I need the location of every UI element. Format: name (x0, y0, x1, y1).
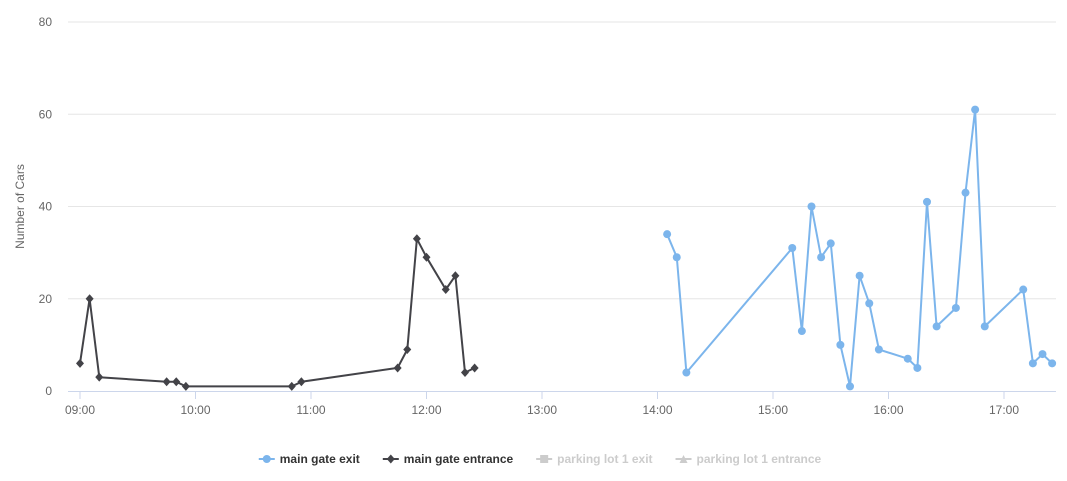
legend[interactable]: main gate exit main gate entrance parking … (258, 452, 822, 466)
data-point (846, 382, 854, 391)
data-point (1019, 285, 1028, 294)
data-point (836, 340, 845, 349)
legend-label: parking lot 1 exit (557, 452, 652, 466)
data-point (932, 322, 941, 331)
y-tick-label: 20 (39, 292, 53, 306)
data-point (451, 271, 460, 281)
data-point (913, 363, 922, 372)
x-tick-label: 10:00 (180, 403, 210, 417)
y-tick-label: 40 (39, 200, 53, 214)
y-axis-ticks: 0 20 40 60 80 (39, 15, 53, 398)
data-point (961, 188, 970, 197)
legend-marker-symbol (679, 455, 688, 463)
legend-item-main-gate-exit[interactable]: main gate exit (258, 452, 360, 466)
data-point (461, 368, 469, 378)
data-point (422, 252, 431, 262)
data-point (297, 377, 306, 387)
data-point (663, 230, 672, 239)
data-point (1038, 350, 1047, 359)
legend-label: parking lot 1 entrance (697, 452, 822, 466)
data-point (181, 381, 190, 391)
series-line (666, 108, 1053, 388)
x-tick-label: 16:00 (873, 403, 903, 417)
y-tick-label: 80 (39, 15, 53, 29)
x-tick-label: 11:00 (296, 403, 325, 417)
legend-marker-symbol (386, 454, 395, 464)
data-point (403, 344, 412, 354)
series-line (79, 237, 476, 388)
data-point (817, 253, 826, 262)
data-point (807, 202, 816, 211)
data-point (1028, 359, 1037, 368)
data-point (951, 303, 960, 312)
data-point (855, 271, 864, 280)
legend-item-parking-lot-1-entrance[interactable]: parking lot 1 entrance (675, 452, 822, 466)
data-point (441, 285, 450, 295)
x-tick-label: 12:00 (411, 403, 441, 417)
data-point (672, 253, 681, 262)
legend-marker-symbol (540, 455, 549, 463)
data-point (393, 363, 402, 373)
data-point (287, 381, 296, 391)
x-tick-label: 09:00 (65, 403, 95, 417)
data-point (162, 377, 171, 387)
y-axis-label: Number of Cars (13, 164, 27, 249)
data-point (923, 197, 931, 206)
data-point (172, 377, 181, 387)
data-point (1048, 359, 1057, 368)
legend-label: main gate entrance (404, 452, 514, 466)
x-tick-label: 13:00 (527, 403, 557, 417)
legend-item-main-gate-entrance[interactable]: main gate entrance (382, 452, 514, 466)
grid-lines (68, 21, 1056, 300)
data-point (470, 363, 479, 373)
data-point (971, 105, 980, 114)
y-tick-label: 0 (45, 384, 52, 398)
y-tick-label: 60 (39, 107, 53, 121)
series-main-gate-entrance (76, 234, 479, 391)
x-tick-label: 14:00 (642, 403, 672, 417)
legend-marker-symbol (262, 455, 271, 463)
data-point (788, 244, 797, 253)
series-main-gate-exit (663, 105, 1057, 391)
data-point (865, 299, 874, 308)
legend-label: main gate exit (280, 452, 360, 466)
data-point (903, 354, 912, 363)
data-point (826, 239, 835, 248)
x-tick-label: 17:00 (989, 403, 1019, 417)
data-point (874, 345, 883, 354)
data-point (980, 322, 989, 331)
data-point (797, 327, 806, 336)
data-point (85, 294, 94, 304)
series-group (76, 105, 1057, 391)
data-point (76, 358, 84, 368)
legend-item-parking-lot-1-exit[interactable]: parking lot 1 exit (536, 452, 653, 466)
data-point (682, 368, 691, 377)
data-point (412, 234, 421, 244)
x-tick-label: 15:00 (758, 403, 788, 417)
data-point (95, 372, 104, 382)
x-axis: 09:00 10:00 11:00 12:00 13:00 14:00 15:00 16:00… (65, 391, 1056, 417)
